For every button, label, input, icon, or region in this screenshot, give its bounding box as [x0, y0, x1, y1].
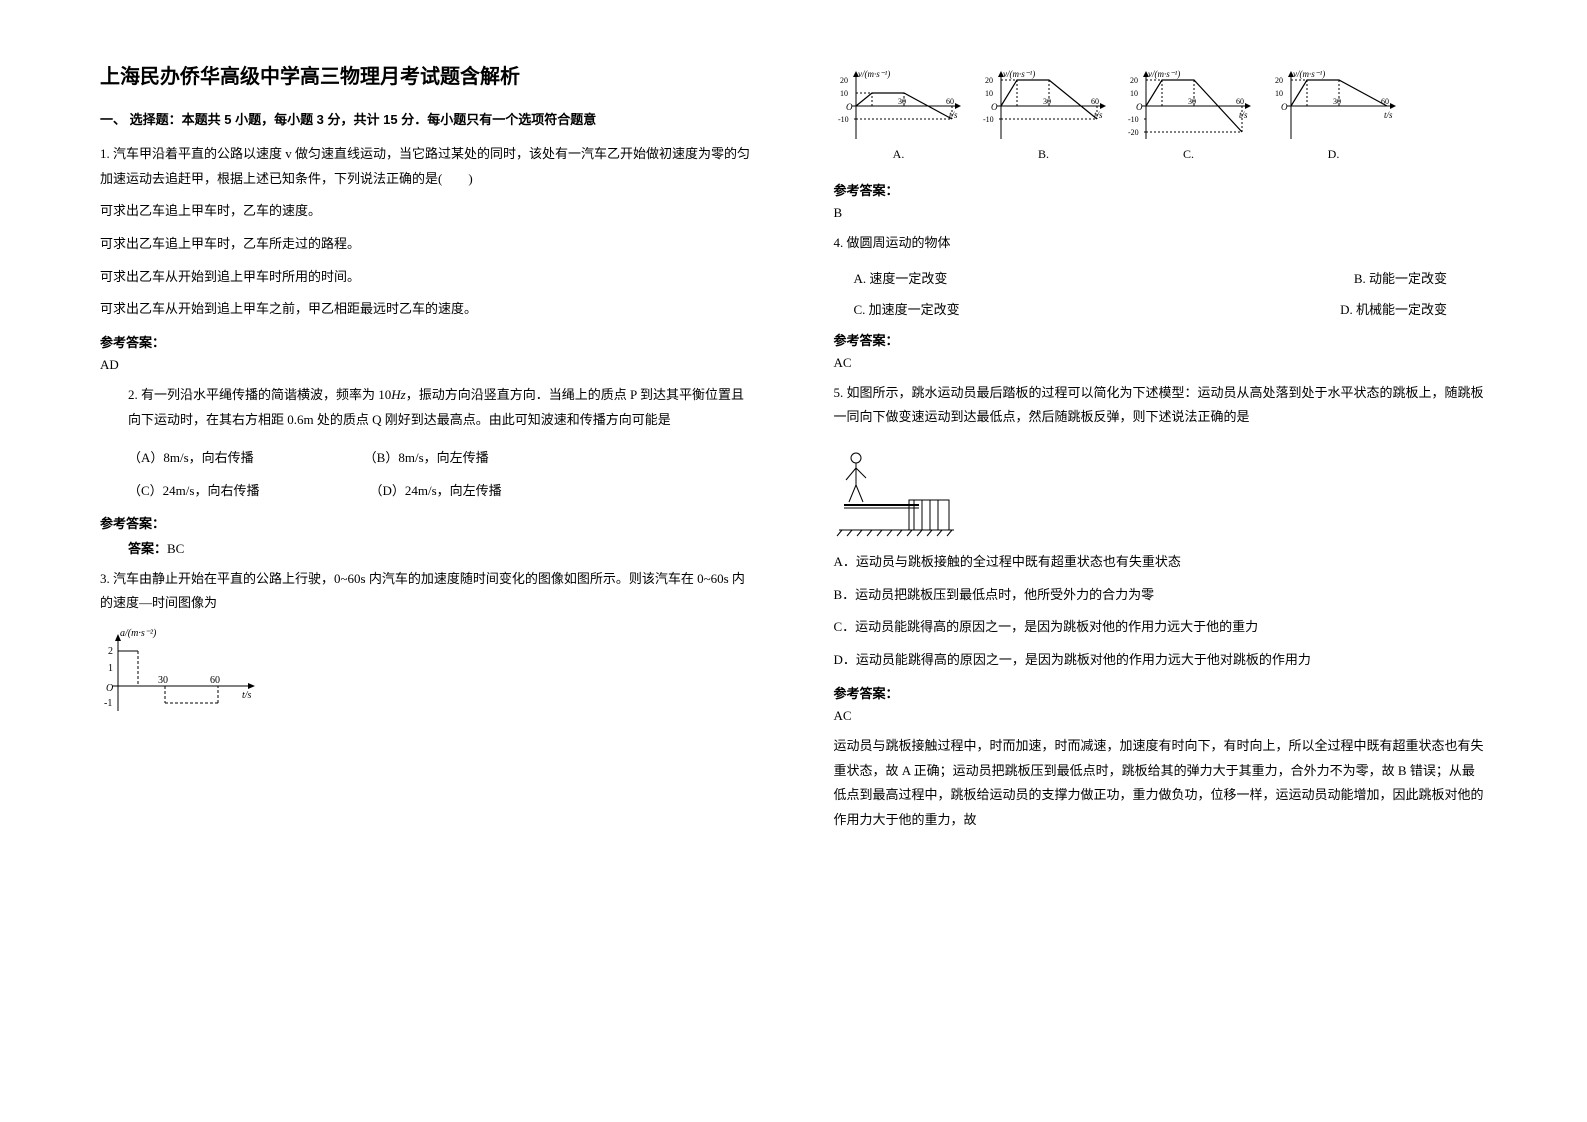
ytick-2: 2	[108, 646, 113, 657]
q1-stem: 1. 汽车甲沿着平直的公路以速度 v 做匀速直线运动，当它路过某处的同时，该处有…	[100, 142, 754, 191]
vt-chart-A: v/(m·s⁻¹) 20 10 O -10 30 60 t/s A.	[834, 68, 964, 162]
q2-opts-row-2: （C）24m/s，向右传播 （D）24m/s，向左传播	[128, 480, 754, 499]
q5-figure	[834, 440, 1488, 540]
left-column: 上海民办侨华高级中学高三物理月考试题含解析 一、 选择题：本题共 5 小题，每小…	[100, 60, 754, 1062]
small-ylabel: a/(m·s⁻²)	[120, 628, 157, 639]
svg-text:60: 60	[1091, 97, 1099, 106]
q2-opt-c: （C）24m/s，向右传播	[128, 480, 259, 499]
q4-opt-a: A. 速度一定改变	[854, 268, 948, 287]
svg-text:O: O	[1136, 102, 1143, 112]
svg-text:t/s: t/s	[1384, 110, 1393, 120]
accel-time-chart-icon: a/(m·s⁻²) 2 1 O -1 30 60 t/s	[100, 626, 260, 716]
svg-text:t/s: t/s	[1239, 110, 1248, 120]
xtick-30: 30	[158, 675, 168, 686]
svg-text:v/(m·s⁻¹): v/(m·s⁻¹)	[1003, 69, 1035, 79]
svg-text:20: 20	[1130, 76, 1138, 85]
q5-answer-label: 参考答案：	[834, 683, 1488, 702]
svg-text:30: 30	[1333, 97, 1341, 106]
svg-text:10: 10	[1130, 89, 1138, 98]
q5-opt-a: A．运动员与跳板接触的全过程中既有超重状态也有失重状态	[834, 550, 1488, 575]
svg-text:v/(m·s⁻¹): v/(m·s⁻¹)	[1148, 69, 1180, 79]
q3-stem: 3. 汽车由静止开始在平直的公路上行驶，0~60s 内汽车的加速度随时间变化的图…	[100, 567, 754, 616]
vt-chart-C: v/(m·s⁻¹) 20 10 O -10-20 30 60 t/s C.	[1124, 68, 1254, 162]
q1-line-2: 可求出乙车追上甲车时，乙车所走过的路程。	[100, 232, 754, 257]
q1-line-3: 可求出乙车从开始到追上甲车时所用的时间。	[100, 265, 754, 290]
q2-opt-a: （A）8m/s，向右传播	[128, 447, 254, 466]
ytick-n1: -1	[104, 698, 112, 709]
xtick-60: 60	[210, 675, 220, 686]
svg-text:v/(m·s⁻¹): v/(m·s⁻¹)	[858, 69, 890, 79]
q4-row-1: A. 速度一定改变 B. 动能一定改变	[854, 268, 1488, 287]
svg-text:O: O	[991, 102, 998, 112]
q1-answer-label: 参考答案：	[100, 332, 754, 351]
q3-answer-label: 参考答案：	[834, 180, 1488, 199]
svg-text:30: 30	[1188, 97, 1196, 106]
svg-text:20: 20	[1275, 76, 1283, 85]
diver-board-icon	[834, 440, 964, 540]
q4-opt-c: C. 加速度一定改变	[854, 299, 960, 318]
svg-text:30: 30	[898, 97, 906, 106]
q3-small-chart: a/(m·s⁻²) 2 1 O -1 30 60 t/s	[100, 626, 754, 716]
q2-answer: 答案：BC	[100, 538, 754, 557]
vt-chart-D: v/(m·s⁻¹) 20 10 O 30 60 t/s D.	[1269, 68, 1399, 162]
svg-text:20: 20	[840, 76, 848, 85]
q4-opt-d: D. 机械能一定改变	[1340, 299, 1447, 318]
q4-row-2: C. 加速度一定改变 D. 机械能一定改变	[854, 299, 1488, 318]
svg-text:O: O	[1281, 102, 1288, 112]
q1-answer: AD	[100, 357, 754, 373]
q5-stem: 5. 如图所示，跳水运动员最后踏板的过程可以简化为下述模型：运动员从高处落到处于…	[834, 381, 1488, 430]
q2-opt-d: （D）24m/s，向左传播	[369, 480, 501, 499]
svg-text:v/(m·s⁻¹): v/(m·s⁻¹)	[1293, 69, 1325, 79]
ytick-1: 1	[108, 663, 113, 674]
svg-text:20: 20	[985, 76, 993, 85]
q2-answer-prefix: 答案：	[128, 541, 167, 556]
ytick-o: O	[106, 683, 113, 694]
q4-answer: AC	[834, 355, 1488, 371]
svg-text:-10: -10	[983, 115, 994, 124]
q4-stem: 4. 做圆周运动的物体	[834, 231, 1488, 256]
q4-answer-label: 参考答案：	[834, 330, 1488, 349]
q1-line-1: 可求出乙车追上甲车时，乙车的速度。	[100, 199, 754, 224]
vt-chart-B: v/(m·s⁻¹) 20 10 O -10 30 60 t/s B.	[979, 68, 1109, 162]
q4-opt-b: B. 动能一定改变	[1354, 268, 1447, 287]
svg-text:10: 10	[1275, 89, 1283, 98]
svg-text:30: 30	[1043, 97, 1051, 106]
svg-text:10: 10	[985, 89, 993, 98]
q5-answer: AC	[834, 708, 1488, 724]
q5-opt-c: C．运动员能跳得高的原因之一，是因为跳板对他的作用力远大于他的重力	[834, 615, 1488, 640]
q3-charts-row: v/(m·s⁻¹) 20 10 O -10 30 60 t/s A. v/(m·…	[834, 68, 1488, 162]
svg-text:-10: -10	[838, 115, 849, 124]
svg-text:60: 60	[946, 97, 954, 106]
q2-opt-b: （B）8m/s，向左传播	[364, 447, 489, 466]
svg-text:t/s: t/s	[1094, 110, 1103, 120]
q2-stem-a: 2. 有一列沿水平绳传播的简谐横波，频率为 10	[128, 387, 391, 402]
svg-text:-10: -10	[1128, 115, 1139, 124]
q2-answer-val: BC	[167, 541, 184, 556]
q5-opt-d: D．运动员能跳得高的原因之一，是因为跳板对他的作用力远大于他对跳板的作用力	[834, 648, 1488, 673]
svg-text:10: 10	[840, 89, 848, 98]
svg-text:O: O	[846, 102, 853, 112]
right-column: v/(m·s⁻¹) 20 10 O -10 30 60 t/s A. v/(m·…	[834, 60, 1488, 1062]
q5-explain: 运动员与跳板接触过程中，时而加速，时而减速，加速度有时向下，有时向上，所以全过程…	[834, 734, 1488, 833]
svg-text:-20: -20	[1128, 128, 1139, 137]
svg-text:60: 60	[1236, 97, 1244, 106]
q1-line-4: 可求出乙车从开始到追上甲车之前，甲乙相距最远时乙车的速度。	[100, 297, 754, 322]
q2-stem: 2. 有一列沿水平绳传播的简谐横波，频率为 10Hz，振动方向沿竖直方向．当绳上…	[100, 383, 754, 432]
q5-opt-b: B．运动员把跳板压到最低点时，他所受外力的合力为零	[834, 583, 1488, 608]
small-xlabel: t/s	[242, 690, 252, 701]
q2-opts-row-1: （A）8m/s，向右传播 （B）8m/s，向左传播	[128, 447, 754, 466]
section-1-header: 一、 选择题：本题共 5 小题，每小题 3 分，共计 15 分．每小题只有一个选…	[100, 109, 754, 128]
q3-answer: B	[834, 205, 1488, 221]
q2-answer-label: 参考答案：	[100, 513, 754, 532]
page-title: 上海民办侨华高级中学高三物理月考试题含解析	[100, 60, 754, 89]
